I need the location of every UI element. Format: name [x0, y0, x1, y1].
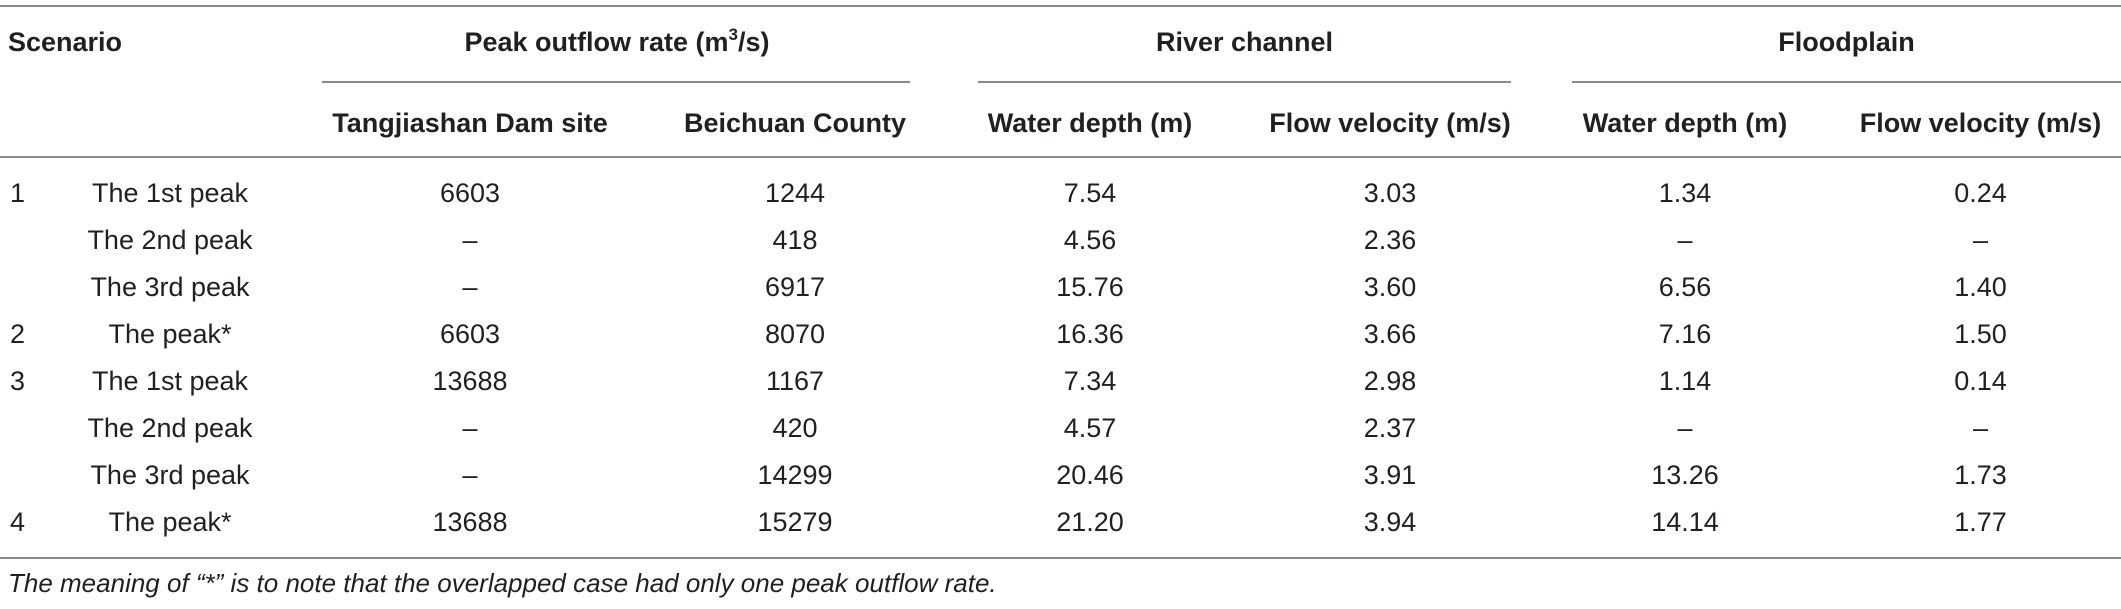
- river-channel-spanner: [978, 81, 1511, 83]
- cell-dam: –: [462, 413, 478, 443]
- cell-fp-depth: 14.14: [1651, 507, 1719, 537]
- cell-rc-depth: 16.36: [1056, 319, 1124, 349]
- table-row: 4 The peak* 13688 15279 21.20 3.94 14.14…: [0, 499, 2121, 546]
- cell-dam: 13688: [432, 507, 508, 537]
- table-row: The 3rd peak – 14299 20.46 3.91 13.26 1.…: [0, 452, 2121, 499]
- cell-fp-depth: 7.16: [1658, 319, 1712, 349]
- header-peak-outflow-text: Peak outflow rate (m: [464, 27, 729, 57]
- cell-scenario: [10, 405, 50, 452]
- table-row: The 2nd peak – 418 4.56 2.36 – –: [0, 217, 2121, 264]
- cell-rc-velocity: 3.03: [1363, 178, 1417, 208]
- header-peak-outflow-sup: 3: [728, 25, 738, 44]
- header-peak-outflow-tail: /s): [738, 27, 770, 57]
- cell-scenario: [10, 217, 50, 264]
- cell-peak: The peak*: [108, 319, 232, 349]
- cell-rc-depth: 20.46: [1056, 460, 1124, 490]
- cell-dam: –: [462, 272, 478, 302]
- floodplain-spanner: [1572, 81, 2121, 83]
- table-row: 1 The 1st peak 6603 1244 7.54 3.03 1.34 …: [0, 170, 2121, 217]
- cell-scenario: 4: [10, 507, 26, 537]
- cell-fp-depth: 1.34: [1658, 178, 1712, 208]
- cell-dam: 6603: [439, 319, 501, 349]
- cell-beichuan: 1167: [765, 366, 825, 396]
- cell-scenario: [10, 452, 50, 499]
- cell-rc-depth: 4.57: [1063, 413, 1117, 443]
- cell-rc-velocity: 3.66: [1363, 319, 1417, 349]
- subheader-rc-velocity: Flow velocity (m/s): [1269, 108, 1511, 138]
- table-top-rule: [0, 5, 2121, 7]
- subheader-beichuan: Beichuan County: [683, 108, 906, 138]
- cell-rc-velocity: 3.60: [1363, 272, 1417, 302]
- table-row: 2 The peak* 6603 8070 16.36 3.66 7.16 1.…: [0, 311, 2121, 358]
- peak-outflow-spanner: [322, 81, 910, 83]
- cell-beichuan: 15279: [757, 507, 833, 537]
- header-floodplain: Floodplain: [1778, 27, 1915, 57]
- cell-rc-velocity: 2.98: [1363, 366, 1417, 396]
- cell-rc-depth: 4.56: [1063, 225, 1117, 255]
- cell-peak: The 1st peak: [91, 366, 249, 396]
- cell-beichuan: 8070: [764, 319, 826, 349]
- table-row: The 3rd peak – 6917 15.76 3.60 6.56 1.40: [0, 264, 2121, 311]
- cell-fp-velocity: 1.40: [1954, 272, 2007, 302]
- cell-fp-depth: –: [1677, 225, 1693, 255]
- cell-beichuan: 6917: [764, 272, 826, 302]
- cell-dam: –: [462, 225, 478, 255]
- cell-peak: The 3rd peak: [90, 460, 250, 490]
- cell-rc-depth: 15.76: [1056, 272, 1124, 302]
- cell-fp-velocity: –: [1972, 225, 1989, 255]
- cell-peak: The 2nd peak: [87, 225, 253, 255]
- cell-rc-depth: 7.54: [1063, 178, 1117, 208]
- cell-scenario: 1: [10, 178, 26, 208]
- header-scenario: Scenario: [8, 27, 123, 57]
- header-river-channel: River channel: [1155, 27, 1334, 57]
- cell-fp-velocity: 1.73: [1954, 460, 2007, 490]
- cell-fp-depth: 13.26: [1651, 460, 1719, 490]
- cell-fp-velocity: 1.50: [1954, 319, 2007, 349]
- cell-beichuan: 418: [772, 225, 818, 255]
- cell-fp-velocity: –: [1972, 413, 1989, 443]
- header-peak-outflow: Peak outflow rate (m3/s): [322, 22, 912, 62]
- subheader-rc-depth: Water depth (m): [987, 108, 1193, 138]
- cell-fp-depth: 1.14: [1658, 366, 1712, 396]
- cell-beichuan: 14299: [757, 460, 833, 490]
- cell-fp-depth: –: [1677, 413, 1693, 443]
- cell-rc-velocity: 3.94: [1363, 507, 1417, 537]
- cell-dam: 13688: [432, 366, 508, 396]
- table-row: 3 The 1st peak 13688 1167 7.34 2.98 1.14…: [0, 358, 2121, 405]
- subheader-fp-depth: Water depth (m): [1582, 108, 1788, 138]
- table-footnote: The meaning of “*” is to note that the o…: [8, 568, 997, 598]
- subheader-fp-velocity: Flow velocity (m/s): [1859, 108, 2102, 138]
- cell-scenario: 3: [10, 366, 26, 396]
- cell-fp-velocity: 1.77: [1954, 507, 2007, 537]
- cell-rc-velocity: 2.37: [1363, 413, 1417, 443]
- cell-fp-velocity: 0.14: [1954, 366, 2007, 396]
- cell-peak: The 2nd peak: [87, 413, 253, 443]
- cell-scenario: 2: [10, 319, 26, 349]
- cell-rc-depth: 7.34: [1063, 366, 1117, 396]
- cell-scenario: [10, 264, 50, 311]
- cell-peak: The 1st peak: [91, 178, 249, 208]
- cell-rc-velocity: 3.91: [1363, 460, 1417, 490]
- cell-rc-velocity: 2.36: [1363, 225, 1417, 255]
- cell-peak: The 3rd peak: [90, 272, 250, 302]
- cell-dam: –: [462, 460, 478, 490]
- cell-beichuan: 1244: [764, 178, 826, 208]
- table-bottom-rule: [0, 557, 2121, 559]
- cell-beichuan: 420: [772, 413, 818, 443]
- cell-fp-depth: 6.56: [1658, 272, 1712, 302]
- subheader-dam-site: Tangjiashan Dam site: [332, 108, 608, 138]
- cell-dam: 6603: [439, 178, 501, 208]
- cell-rc-depth: 21.20: [1056, 507, 1124, 537]
- cell-peak: The peak*: [108, 507, 232, 537]
- cell-fp-velocity: 0.24: [1954, 178, 2007, 208]
- table-row: The 2nd peak – 420 4.57 2.37 – –: [0, 405, 2121, 452]
- table-header-rule: [0, 156, 2121, 158]
